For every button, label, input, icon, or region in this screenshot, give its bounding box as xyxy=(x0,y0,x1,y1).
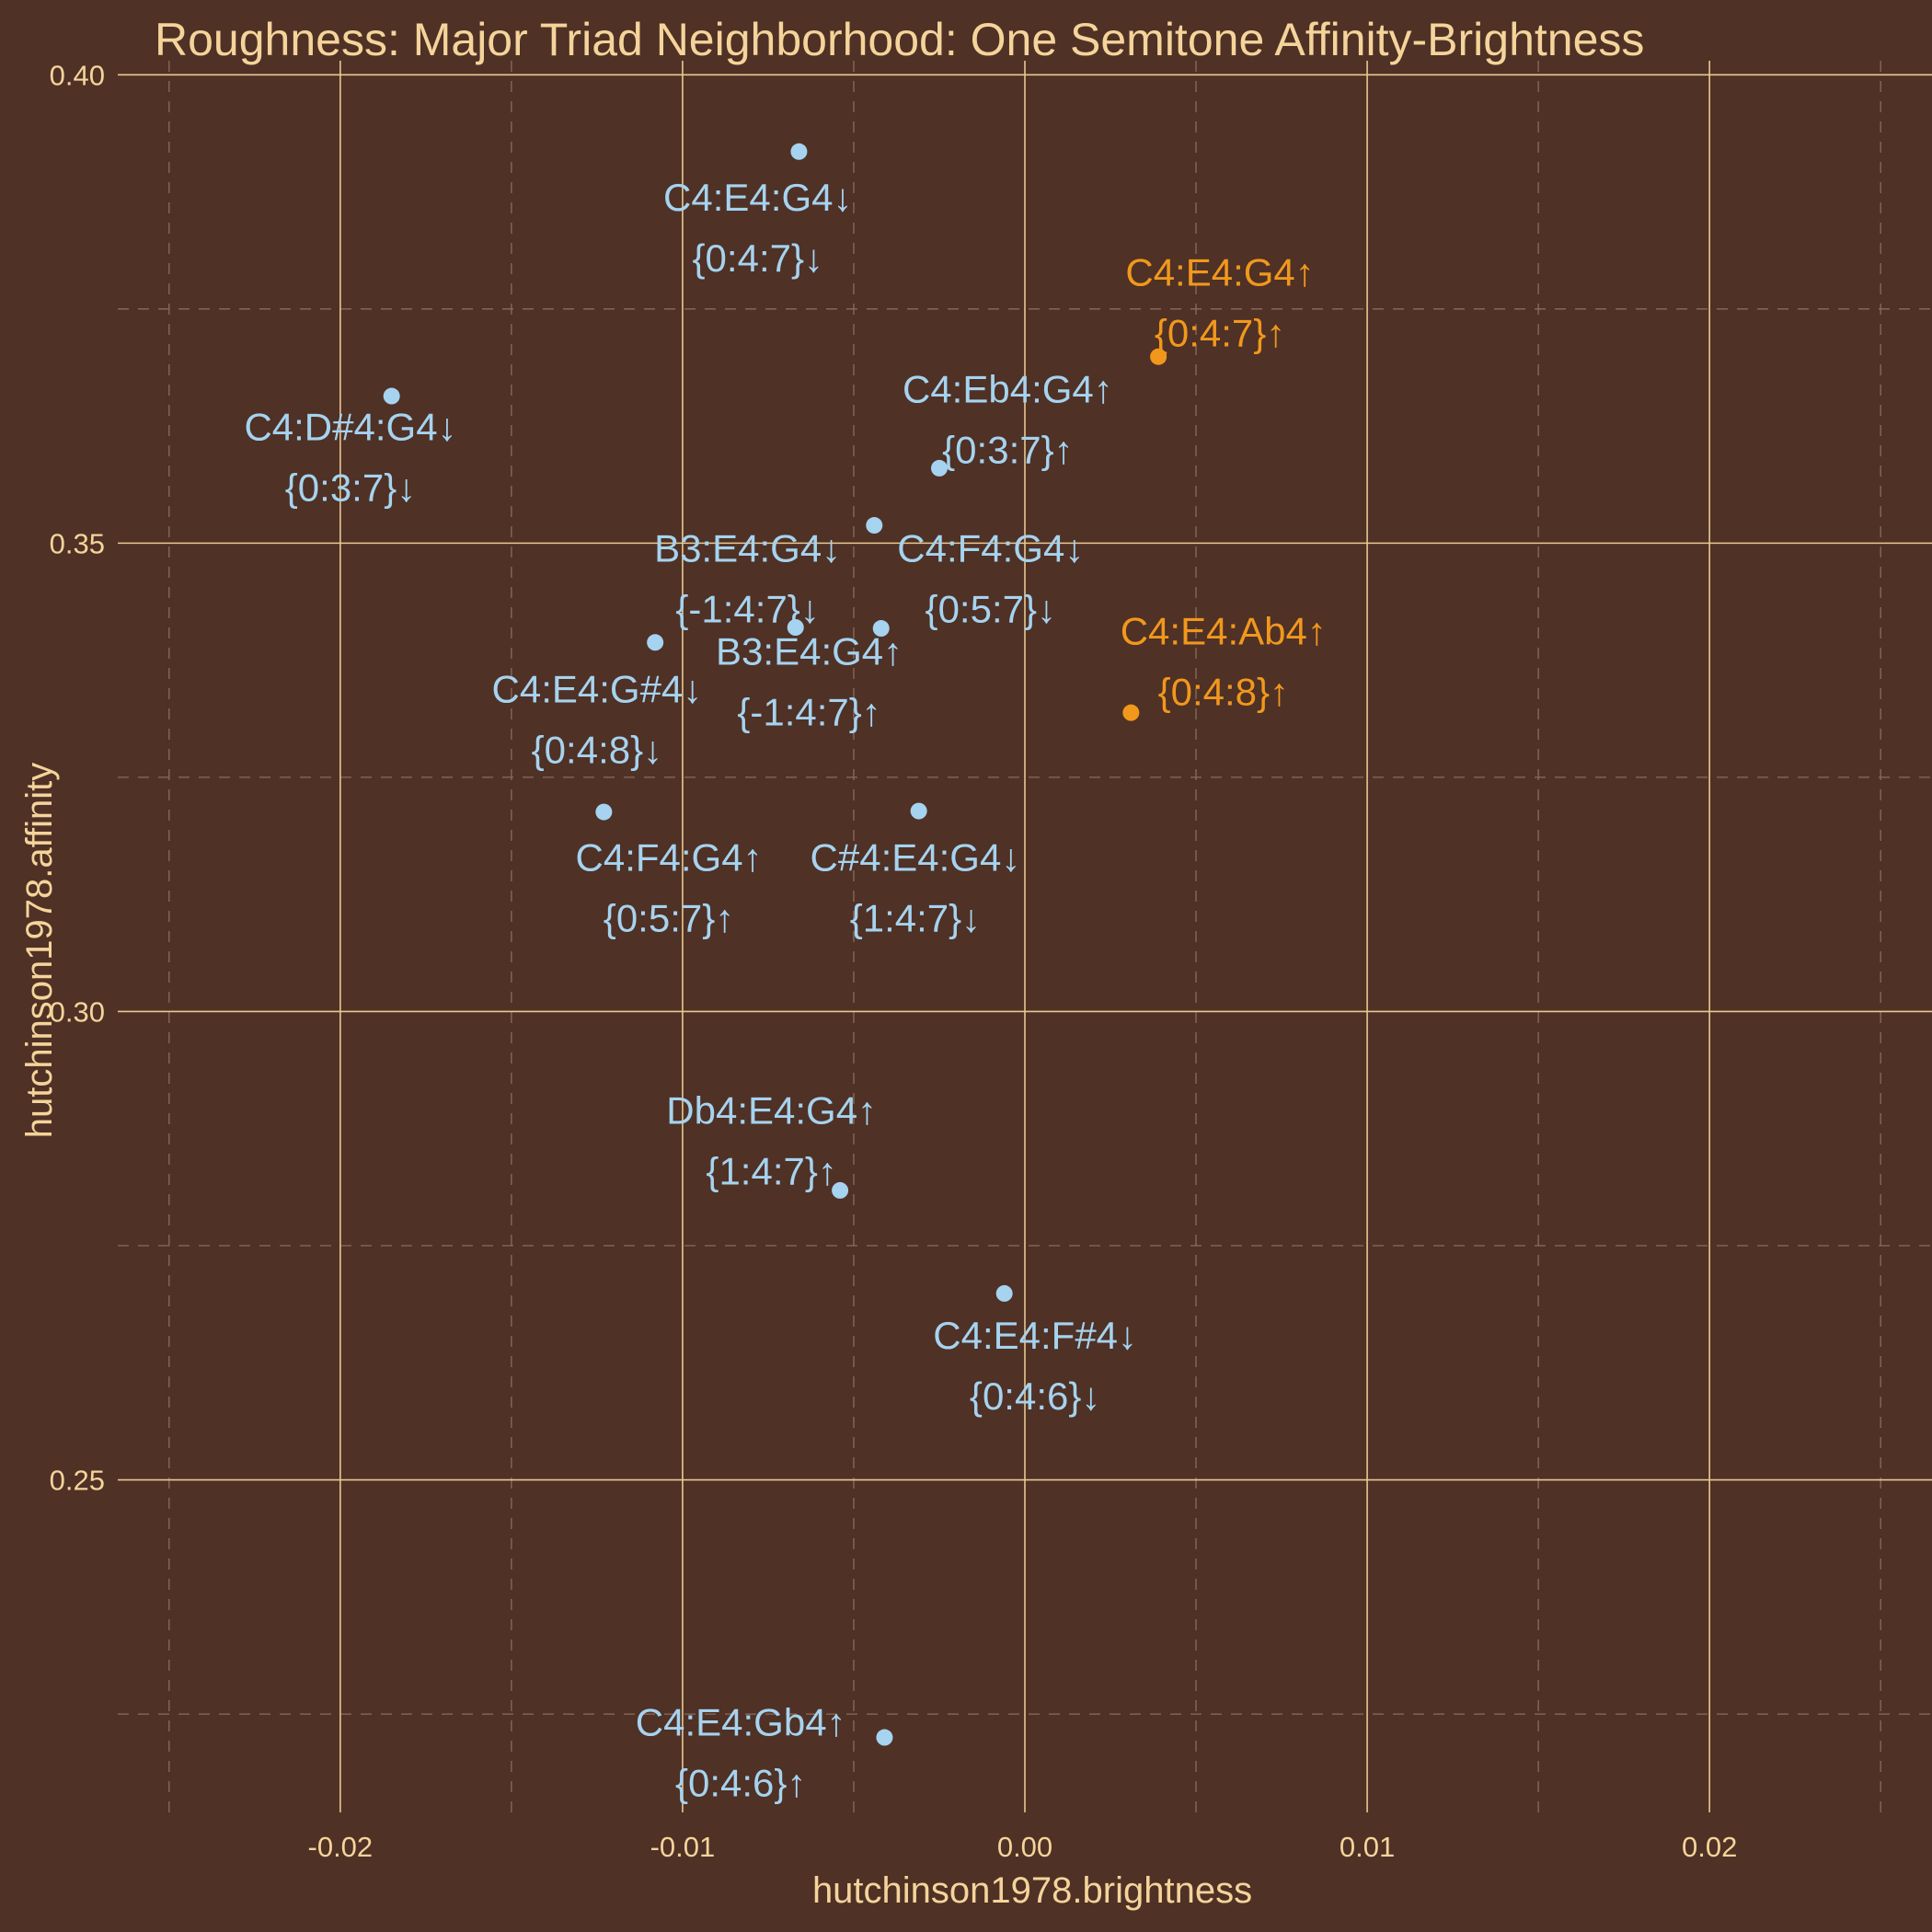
data-point xyxy=(1150,348,1167,365)
chord-label: Db4:E4:G4↑ xyxy=(666,1089,877,1133)
y-axis-label: hutchinson1978.affinity xyxy=(19,763,60,1138)
pitch-class-label: {1:4:7}↓ xyxy=(850,897,981,940)
pitch-class-label: {-1:4:7}↑ xyxy=(737,691,880,734)
pitch-class-label: {0:5:7}↑ xyxy=(604,897,734,940)
data-point xyxy=(872,620,890,638)
y-tick-label: 0.35 xyxy=(50,527,105,559)
chord-label: C4:E4:Ab4↑ xyxy=(1121,609,1327,652)
x-tick-label: -0.01 xyxy=(650,1831,716,1863)
major-gridlines xyxy=(118,61,1932,1812)
point-labels: C4:E4:G4↓ {0:4:7}↓ C4:E4:G4↑ {0:4:7}↑ C4:D#4… xyxy=(244,176,1326,1805)
pitch-class-label: {0:4:7}↓ xyxy=(693,236,823,280)
data-point xyxy=(910,802,927,820)
minor-gridlines xyxy=(118,61,1932,1812)
chart-title: Roughness: Major Triad Neighborhood: One… xyxy=(155,14,1644,65)
pitch-class-label: {0:5:7}↓ xyxy=(926,588,1056,631)
pitch-class-label: {0:4:6}↓ xyxy=(970,1374,1100,1418)
y-axis-ticks: 0.25 0.30 0.35 0.40 xyxy=(50,59,105,1496)
chord-label: C4:E4:Gb4↑ xyxy=(636,1701,846,1744)
data-point xyxy=(832,1181,849,1199)
chord-label: C4:D#4:G4↓ xyxy=(244,405,456,448)
pitch-class-label: {-1:4:7}↓ xyxy=(675,588,819,631)
chord-label: C4:Eb4:G4↑ xyxy=(903,368,1113,411)
pitch-class-label: {0:4:7}↑ xyxy=(1155,311,1285,354)
x-axis-label: hutchinson1978.brightness xyxy=(812,1870,1252,1911)
y-tick-label: 0.30 xyxy=(50,995,105,1028)
pitch-class-label: {0:4:8}↑ xyxy=(1158,670,1289,713)
x-tick-label: -0.02 xyxy=(308,1831,374,1863)
chord-label: B3:E4:G4↓ xyxy=(654,527,841,570)
data-point xyxy=(876,1729,893,1746)
chord-label: C4:E4:F#4↓ xyxy=(933,1314,1137,1357)
chord-label: C4:F4:G4↓ xyxy=(897,527,1084,570)
pitch-class-label: {0:3:7}↑ xyxy=(942,429,1073,472)
pitch-class-label: {0:4:6}↑ xyxy=(675,1762,806,1805)
y-tick-label: 0.25 xyxy=(50,1465,105,1497)
pitch-class-label: {0:3:7}↓ xyxy=(285,466,416,509)
chord-label: C#4:E4:G4↓ xyxy=(811,836,1021,880)
x-axis-ticks: -0.02 -0.01 0.00 0.01 0.02 xyxy=(308,1831,1738,1863)
data-point xyxy=(866,517,883,535)
data-point xyxy=(595,803,613,821)
data-points xyxy=(383,143,1167,1746)
data-point xyxy=(995,1284,1013,1302)
chord-label: B3:E4:G4↑ xyxy=(716,630,903,673)
x-tick-label: 0.01 xyxy=(1340,1831,1395,1863)
data-point xyxy=(383,387,400,405)
chord-label: C4:E4:G4↓ xyxy=(663,176,852,219)
data-point xyxy=(647,634,664,651)
data-point xyxy=(790,143,808,160)
data-point xyxy=(930,459,948,477)
x-tick-label: 0.02 xyxy=(1682,1831,1737,1863)
data-point xyxy=(1122,704,1140,721)
pitch-class-label: {1:4:7}↑ xyxy=(706,1150,836,1193)
data-point xyxy=(787,619,804,636)
y-tick-label: 0.40 xyxy=(50,59,105,91)
chord-label: C4:E4:G#4↓ xyxy=(492,667,703,710)
x-tick-label: 0.00 xyxy=(997,1831,1052,1863)
chord-label: C4:E4:G4↑ xyxy=(1125,250,1314,293)
pitch-class-label: {0:4:8}↓ xyxy=(532,728,662,771)
chord-label: C4:F4:G4↑ xyxy=(576,836,763,880)
